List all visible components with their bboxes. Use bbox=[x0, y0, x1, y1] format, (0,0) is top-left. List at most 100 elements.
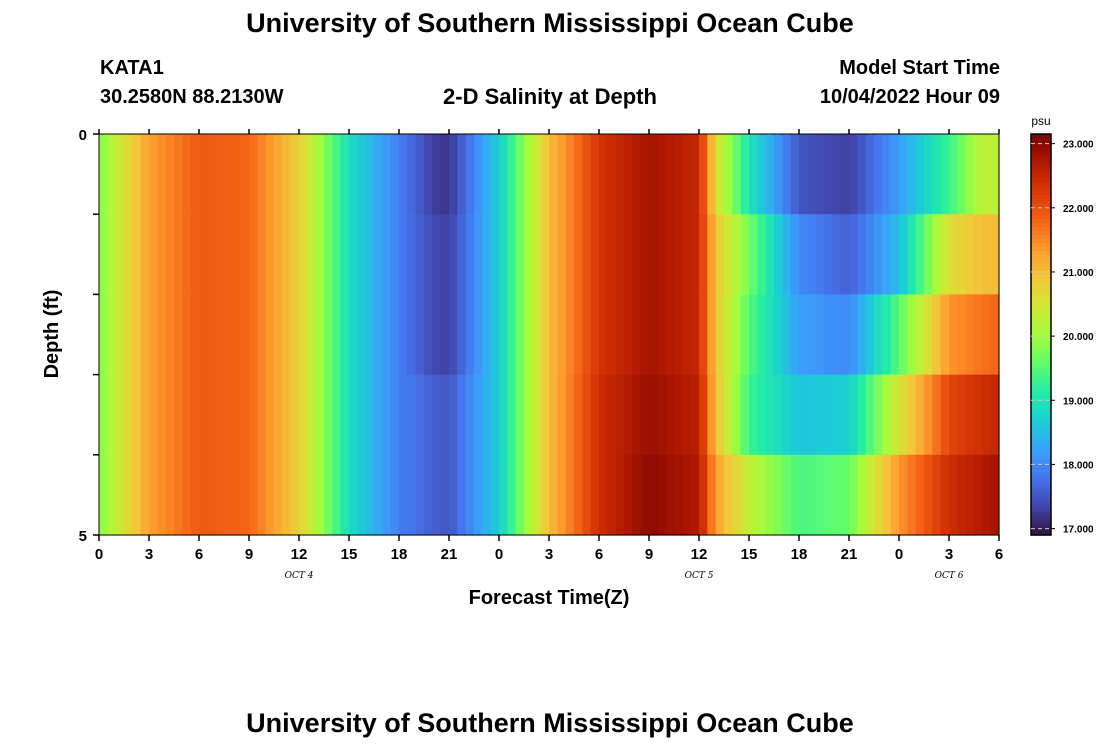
heatmap-cell bbox=[165, 214, 175, 295]
heatmap-cell bbox=[915, 214, 925, 295]
heatmap-cell bbox=[299, 294, 308, 376]
heatmap-cell bbox=[574, 294, 583, 376]
heatmap-cell bbox=[224, 214, 233, 295]
heatmap-cell bbox=[499, 454, 508, 536]
heatmap-cell bbox=[432, 214, 442, 295]
heatmap-cell bbox=[174, 454, 183, 536]
colorbar-segment bbox=[1031, 526, 1051, 532]
heatmap-cell bbox=[407, 294, 417, 376]
heatmap-cell bbox=[132, 214, 142, 295]
heatmap-cell bbox=[457, 374, 467, 456]
heatmap-cell bbox=[957, 294, 967, 376]
heatmap-cell bbox=[565, 214, 575, 295]
heatmap-cell bbox=[715, 214, 725, 295]
x-tick-label: 3 bbox=[145, 546, 153, 563]
colorbar-segment bbox=[1031, 398, 1051, 404]
colorbar-segment bbox=[1031, 342, 1051, 348]
heatmap-cell bbox=[824, 214, 833, 295]
heatmap-cell bbox=[824, 294, 833, 376]
colorbar-segment bbox=[1031, 174, 1051, 179]
colorbar-tick-label: 21.000 bbox=[1063, 268, 1094, 279]
heatmap-cell bbox=[224, 134, 233, 215]
heatmap-cell bbox=[974, 294, 983, 376]
colorbar-segment bbox=[1031, 246, 1051, 251]
colorbar-segment bbox=[1031, 210, 1051, 215]
heatmap-cell bbox=[682, 214, 692, 295]
heatmap-cell bbox=[907, 134, 917, 215]
heatmap-cell bbox=[590, 294, 600, 376]
heatmap-cell bbox=[649, 214, 658, 295]
heatmap-cell bbox=[549, 374, 558, 456]
heatmap-cell bbox=[174, 134, 183, 215]
heatmap-cell bbox=[674, 134, 683, 215]
heatmap-cell bbox=[424, 454, 433, 536]
heatmap-cell bbox=[832, 454, 842, 536]
colorbar-segment bbox=[1031, 378, 1051, 384]
footer-title: University of Southern Mississippi Ocean… bbox=[246, 708, 854, 738]
heatmap-cell bbox=[315, 294, 325, 376]
heatmap-cell bbox=[324, 374, 333, 456]
heatmap-cell bbox=[399, 134, 408, 215]
heatmap-cell bbox=[899, 454, 908, 536]
heatmap-cell bbox=[540, 454, 550, 536]
heatmap-cell bbox=[115, 134, 125, 215]
heatmap-cell bbox=[749, 374, 758, 456]
heatmap-cell bbox=[857, 214, 867, 295]
colorbar-segment bbox=[1031, 474, 1051, 480]
heatmap-cell bbox=[174, 374, 183, 456]
colorbar-segment bbox=[1031, 514, 1051, 520]
heatmap-cell bbox=[707, 454, 717, 536]
station-id: KATA1 bbox=[100, 57, 164, 79]
heatmap-cell bbox=[732, 214, 742, 295]
heatmap-cell bbox=[207, 374, 217, 456]
colorbar-frame bbox=[1030, 133, 1052, 536]
heatmap-cell bbox=[565, 374, 575, 456]
heatmap-cell bbox=[507, 214, 517, 295]
heatmap-cell bbox=[557, 374, 567, 456]
colorbar-segment bbox=[1031, 326, 1051, 332]
heatmap-cell bbox=[274, 134, 283, 215]
colorbar-segment bbox=[1031, 310, 1051, 316]
heatmap-cell bbox=[782, 294, 792, 376]
heatmap-cell bbox=[490, 454, 500, 536]
heatmap-cell bbox=[307, 134, 317, 215]
heatmap-cell bbox=[132, 294, 142, 376]
heatmap-cell bbox=[215, 214, 225, 295]
heatmap-cell bbox=[924, 294, 933, 376]
colorbar-segment bbox=[1031, 438, 1051, 444]
heatmap-cell bbox=[682, 294, 692, 376]
heatmap-cell bbox=[974, 374, 983, 456]
x-tick-label: 6 bbox=[195, 546, 203, 563]
heatmap-cell bbox=[240, 454, 250, 536]
heatmap-cell bbox=[332, 374, 342, 456]
heatmap-cell bbox=[507, 374, 517, 456]
colorbar-segment bbox=[1031, 346, 1051, 352]
heatmap-cell bbox=[724, 454, 733, 536]
x-tick-label: 15 bbox=[341, 546, 358, 563]
heatmap-cell bbox=[399, 454, 408, 536]
heatmap-cell bbox=[957, 134, 967, 215]
heatmap-cell bbox=[782, 214, 792, 295]
heatmap-cell bbox=[907, 374, 917, 456]
heatmap-cell bbox=[490, 294, 500, 376]
colorbar-segment bbox=[1031, 402, 1051, 408]
heatmap-cell bbox=[949, 214, 958, 295]
heatmap-cell bbox=[624, 454, 633, 536]
colorbar-segment bbox=[1031, 498, 1051, 504]
heatmap-cell bbox=[132, 374, 142, 456]
heatmap-cell bbox=[865, 214, 875, 295]
heatmap-cell bbox=[607, 134, 617, 215]
heatmap-cell bbox=[674, 294, 683, 376]
heatmap-cell bbox=[615, 374, 625, 456]
heatmap-cell bbox=[890, 374, 900, 456]
page-title: University of Southern Mississippi Ocean… bbox=[246, 8, 854, 38]
colorbar-segment bbox=[1031, 322, 1051, 328]
heatmap-cell bbox=[424, 134, 433, 215]
colorbar-tick-label: 17.000 bbox=[1063, 525, 1094, 536]
heatmap-cell bbox=[815, 454, 825, 536]
heatmap-cell bbox=[215, 454, 225, 536]
heatmap-cell bbox=[974, 454, 983, 536]
heatmap-cell bbox=[682, 374, 692, 456]
heatmap-cell bbox=[590, 214, 600, 295]
